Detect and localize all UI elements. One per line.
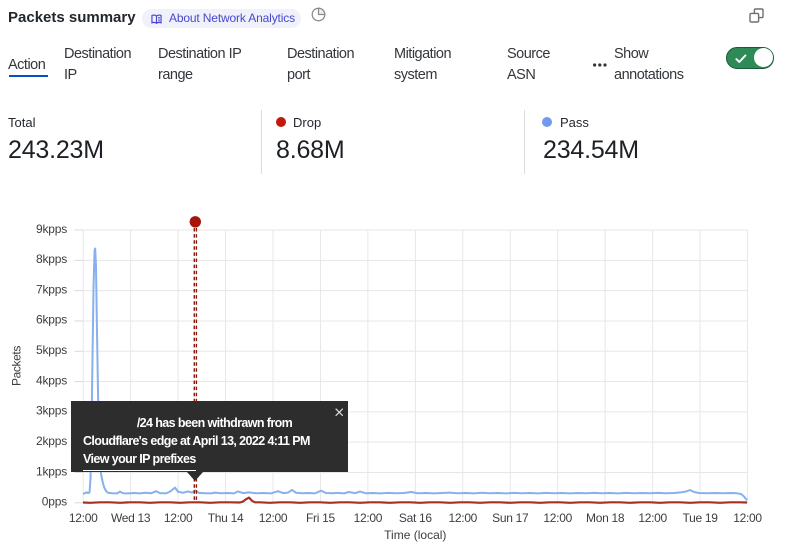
- svg-text:7kpps: 7kpps: [36, 282, 67, 296]
- svg-text:12:00: 12:00: [543, 511, 572, 525]
- svg-text:Thu 14: Thu 14: [208, 511, 244, 525]
- svg-text:8kpps: 8kpps: [36, 252, 67, 266]
- svg-text:12:00: 12:00: [164, 511, 193, 525]
- svg-text:Sun 17: Sun 17: [492, 511, 529, 525]
- svg-text:Wed 13: Wed 13: [111, 511, 151, 525]
- svg-text:Sat 16: Sat 16: [399, 511, 433, 525]
- svg-text:6kpps: 6kpps: [36, 313, 67, 327]
- svg-text:Time (local): Time (local): [384, 528, 446, 542]
- svg-text:12:00: 12:00: [354, 511, 383, 525]
- svg-text:Fri 15: Fri 15: [306, 511, 336, 525]
- svg-text:12:00: 12:00: [638, 511, 667, 525]
- svg-text:Tue 19: Tue 19: [682, 511, 718, 525]
- svg-text:12:00: 12:00: [449, 511, 478, 525]
- svg-text:9kpps: 9kpps: [36, 222, 67, 236]
- svg-text:Packets: Packets: [10, 346, 24, 386]
- svg-text:12:00: 12:00: [259, 511, 288, 525]
- svg-text:3kpps: 3kpps: [36, 404, 67, 418]
- svg-text:12:00: 12:00: [69, 511, 98, 525]
- svg-text:0pps: 0pps: [42, 495, 67, 509]
- svg-text:5kpps: 5kpps: [36, 343, 67, 357]
- svg-text:4kpps: 4kpps: [36, 373, 67, 387]
- svg-text:2kpps: 2kpps: [36, 434, 67, 448]
- svg-text:1kpps: 1kpps: [36, 464, 67, 478]
- svg-text:Mon 18: Mon 18: [586, 511, 625, 525]
- svg-text:12:00: 12:00: [733, 511, 762, 525]
